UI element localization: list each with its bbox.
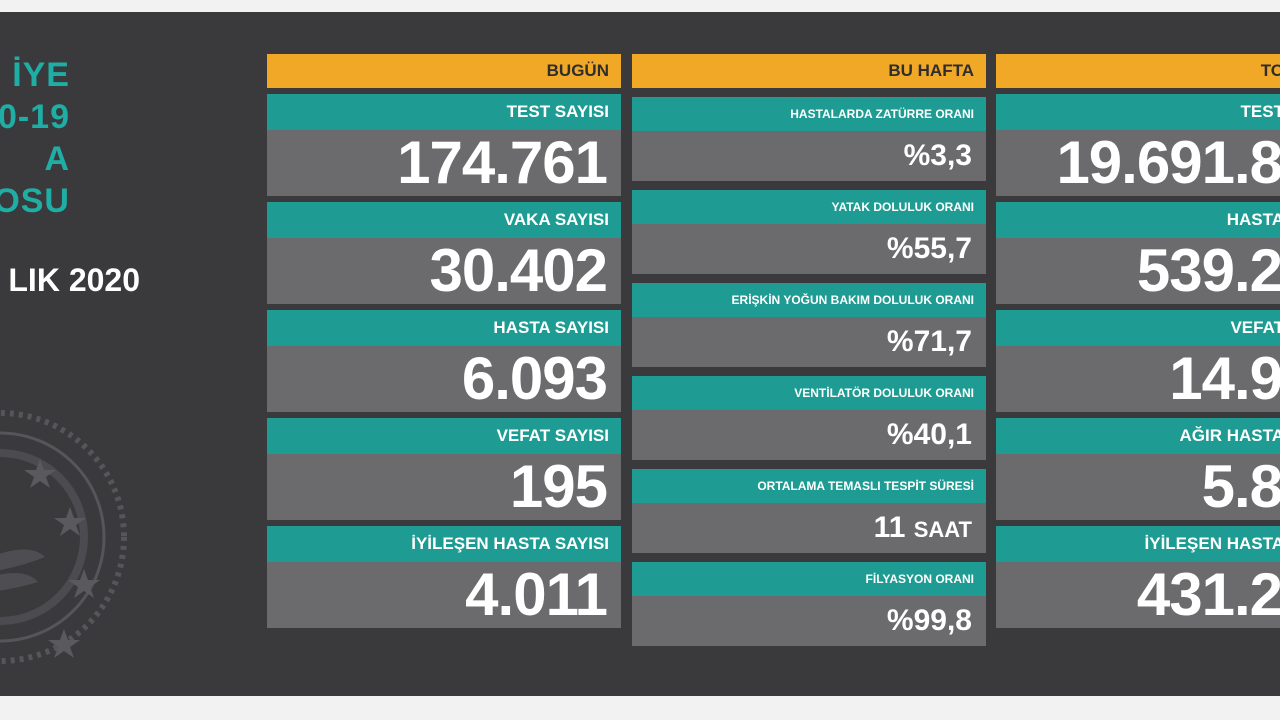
stat-value: 5.8 (996, 454, 1280, 520)
stat-label: VEFAT (996, 310, 1280, 346)
stat-value: 4.011 (267, 562, 621, 628)
stat-label: FİLYASYON ORANI (632, 562, 986, 596)
stat-value: 431.2 (996, 562, 1280, 628)
stat-card-total-recovered: İYİLEŞEN HASTA 431.2 (996, 526, 1280, 628)
stat-value: %71,7 (632, 317, 986, 367)
stat-value: 19.691.8 (996, 130, 1280, 196)
stat-label: ERİŞKİN YOĞUN BAKIM DOLULUK ORANI (632, 283, 986, 317)
stat-card-patients: HASTA SAYISI 6.093 (267, 310, 621, 412)
title-line: A (44, 140, 70, 178)
stat-label: HASTA (996, 202, 1280, 238)
stat-label: YATAK DOLULUK ORANI (632, 190, 986, 224)
stat-card-filiation: FİLYASYON ORANI %99,8 (632, 562, 986, 646)
stat-label: ORTALAMA TEMASLI TESPİT SÜRESİ (632, 469, 986, 503)
stat-card-recovered: İYİLEŞEN HASTA SAYISI 4.011 (267, 526, 621, 628)
title-line: İYE (12, 56, 70, 94)
stat-label: TEST (996, 94, 1280, 130)
stat-value: 174.761 (267, 130, 621, 196)
stat-label: İYİLEŞEN HASTA SAYISI (267, 526, 621, 562)
stat-card-total-patients: HASTA 539.2 (996, 202, 1280, 304)
today-column: BUGÜN TEST SAYISI 174.761 VAKA SAYISI 30… (267, 54, 621, 628)
stat-label: AĞIR HASTA (996, 418, 1280, 454)
stat-value: %99,8 (632, 596, 986, 646)
stat-card-total-deaths: VEFAT 14.9 (996, 310, 1280, 412)
stat-label: HASTALARDA ZATÜRRE ORANI (632, 97, 986, 131)
stat-label: VAKA SAYISI (267, 202, 621, 238)
stat-value: 30.402 (267, 238, 621, 304)
stat-label: İYİLEŞEN HASTA (996, 526, 1280, 562)
stat-label: HASTA SAYISI (267, 310, 621, 346)
stat-card-contact-tracing: ORTALAMA TEMASLI TESPİT SÜRESİ 11 SAAT (632, 469, 986, 553)
stat-value: 11 SAAT (632, 503, 986, 553)
stat-label: TEST SAYISI (267, 94, 621, 130)
stat-value: 539.2 (996, 238, 1280, 304)
dashboard-panel: İYE 0-19 A OSU LIK 2020 BUGÜN TEST SAYIS… (0, 12, 1280, 696)
title-line: OSU (0, 182, 70, 220)
title-line: 0-19 (0, 98, 70, 136)
total-header: TO (996, 54, 1280, 88)
stat-label: VENTİLATÖR DOLULUK ORANI (632, 376, 986, 410)
stat-card-cases: VAKA SAYISI 30.402 (267, 202, 621, 304)
today-header: BUGÜN (267, 54, 621, 88)
week-column: BU HAFTA HASTALARDA ZATÜRRE ORANI %3,3 Y… (632, 54, 986, 646)
stat-value: 6.093 (267, 346, 621, 412)
stat-card-total-critical: AĞIR HASTA 5.8 (996, 418, 1280, 520)
stat-number: 11 (873, 511, 906, 544)
stat-value: %40,1 (632, 410, 986, 460)
week-header: BU HAFTA (632, 54, 986, 88)
stat-card-test: TEST SAYISI 174.761 (267, 94, 621, 196)
stat-label: VEFAT SAYISI (267, 418, 621, 454)
stat-value: %3,3 (632, 131, 986, 181)
stat-value: %55,7 (632, 224, 986, 274)
stat-card-ventilator: VENTİLATÖR DOLULUK ORANI %40,1 (632, 376, 986, 460)
stat-value: 14.9 (996, 346, 1280, 412)
stat-card-deaths: VEFAT SAYISI 195 (267, 418, 621, 520)
report-date: LIK 2020 (8, 262, 140, 298)
stat-unit: SAAT (913, 517, 972, 542)
stat-card-pneumonia: HASTALARDA ZATÜRRE ORANI %3,3 (632, 97, 986, 181)
stat-card-bed-occupancy: YATAK DOLULUK ORANI %55,7 (632, 190, 986, 274)
stat-card-total-test: TEST 19.691.8 (996, 94, 1280, 196)
page-title: İYE 0-19 A OSU (0, 54, 160, 222)
total-column: TO TEST 19.691.8 HASTA 539.2 VEFAT 14.9 … (996, 54, 1280, 628)
ministry-emblem-icon (0, 410, 127, 664)
stat-value: 195 (267, 454, 621, 520)
stat-card-icu-occupancy: ERİŞKİN YOĞUN BAKIM DOLULUK ORANI %71,7 (632, 283, 986, 367)
